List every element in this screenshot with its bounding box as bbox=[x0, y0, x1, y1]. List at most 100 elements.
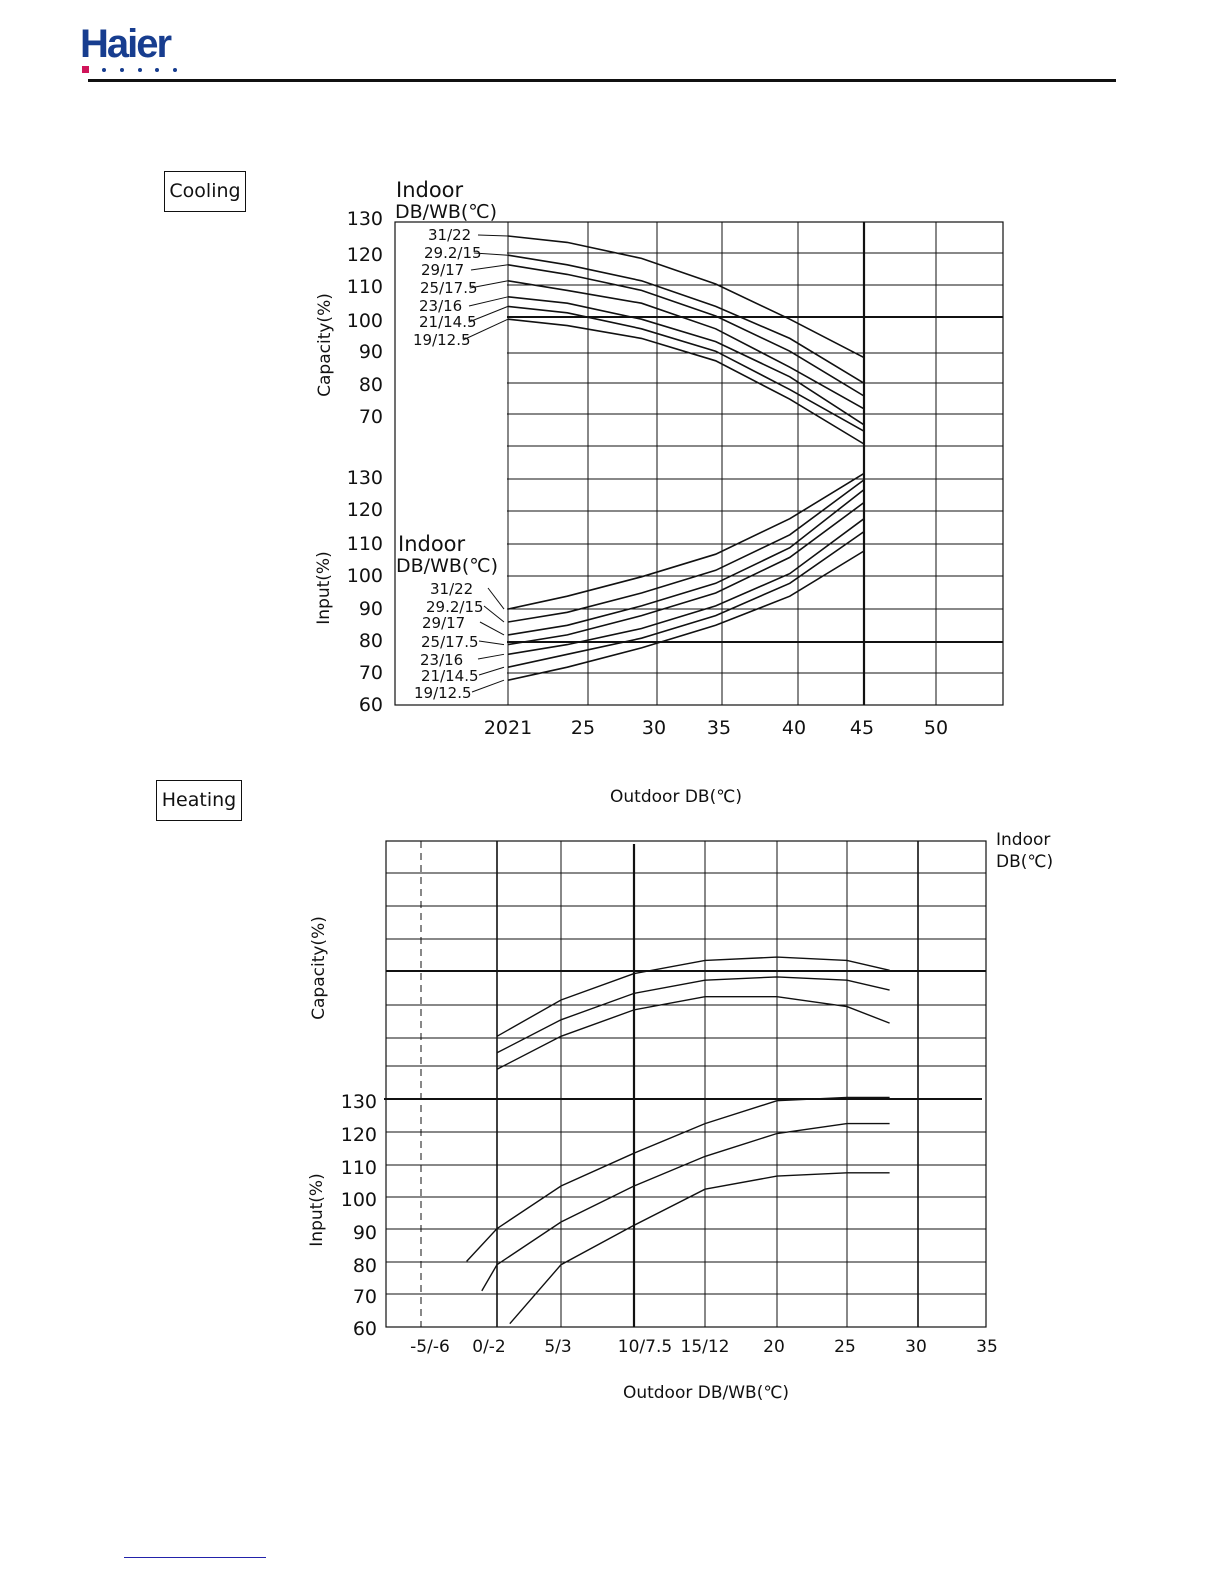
heating-input-tick: 60 bbox=[353, 1318, 377, 1340]
cooling-capacity-leader bbox=[477, 234, 509, 237]
heating-x-tick: 35 bbox=[976, 1337, 998, 1357]
cooling-input-series-label: 25/17.5 bbox=[421, 633, 479, 651]
cooling-x-tick: 30 bbox=[642, 717, 666, 739]
heating-x-tick: 25 bbox=[834, 1337, 856, 1357]
cooling-capacity-leader bbox=[469, 280, 509, 289]
cooling-input-tick: 130 bbox=[347, 467, 383, 489]
cooling-capacity-series-line bbox=[507, 280, 865, 410]
cooling-input-leader bbox=[471, 679, 505, 693]
heating-x-tick: -5/-6 bbox=[410, 1337, 450, 1357]
cooling-input-leader bbox=[483, 605, 505, 623]
brand-name: Haier bbox=[80, 22, 172, 66]
cooling-capacity-series-line bbox=[507, 264, 865, 397]
cooling-input-leader bbox=[479, 621, 505, 636]
cooling-x-tick: 50 bbox=[924, 717, 948, 739]
cooling-input-leader bbox=[487, 587, 505, 610]
cooling-capacity-tick: 70 bbox=[359, 406, 383, 428]
cooling-input-indoor-unit: DB/WB(℃) bbox=[396, 555, 498, 577]
logo-dots bbox=[82, 66, 177, 73]
heating-chart: 130 120 110 100 90 80 70 60 -5/-6 0/-2 5/3 10/7.5 15… bbox=[307, 830, 1053, 1403]
footer-rule bbox=[124, 1557, 266, 1558]
heating-x-tick: 15/12 bbox=[681, 1337, 730, 1357]
heating-input-tick: 120 bbox=[341, 1124, 377, 1146]
cooling-capacity-tick: 90 bbox=[359, 341, 383, 363]
cooling-capacity-series-line bbox=[507, 305, 865, 432]
heating-plot-frame bbox=[385, 840, 987, 1328]
haier-logo: Haier bbox=[80, 22, 177, 73]
heating-capacity-series-line bbox=[496, 956, 890, 1037]
heating-label: Heating bbox=[156, 780, 242, 821]
cooling-label: Cooling bbox=[164, 171, 246, 212]
cooling-x-tick: 40 bbox=[782, 717, 806, 739]
heating-input-ylabel: Input(%) bbox=[307, 1173, 327, 1246]
cooling-input-series-label: 29/17 bbox=[422, 614, 465, 632]
heating-input-tick: 80 bbox=[353, 1255, 377, 1277]
heating-x-tick: 0/-2 bbox=[472, 1337, 506, 1357]
cooling-input-series-line bbox=[507, 501, 865, 646]
cooling-capacity-tick: 110 bbox=[347, 276, 383, 298]
cooling-x-tick: 35 bbox=[707, 717, 731, 739]
cooling-input-indoor-title: Indoor bbox=[398, 532, 466, 556]
cooling-capacity-series-label: 25/17.5 bbox=[420, 279, 478, 297]
cooling-chart: 130 120 110 100 90 80 70 130 120 110 100 90 80 70 60 20… bbox=[314, 178, 1004, 807]
cooling-input-leader bbox=[477, 653, 505, 660]
cooling-capacity-series-label: 29/17 bbox=[421, 261, 464, 279]
heating-capacity-series-line bbox=[496, 976, 890, 1054]
heating-indoor-unit: DB(℃) bbox=[996, 852, 1053, 872]
cooling-input-series-label: 19/12.5 bbox=[414, 684, 472, 702]
cooling-capacity-tick: 80 bbox=[359, 374, 383, 396]
cooling-capacity-series-label: 19/12.5 bbox=[413, 331, 471, 349]
heating-input-series-line bbox=[466, 1096, 890, 1262]
heating-input-series-line bbox=[509, 1172, 890, 1325]
heating-x-tick: 5/3 bbox=[544, 1337, 571, 1357]
heating-xlabel: Outdoor DB/WB(℃) bbox=[623, 1383, 789, 1403]
cooling-capacity-leader bbox=[468, 296, 509, 307]
cooling-input-tick: 90 bbox=[359, 598, 383, 620]
cooling-capacity-series-line bbox=[507, 235, 865, 359]
heating-x-tick: 10/7.5 bbox=[618, 1337, 672, 1357]
cooling-capacity-leader bbox=[473, 252, 509, 256]
cooling-indoor-title: Indoor bbox=[396, 178, 464, 202]
heating-input-series-line bbox=[481, 1122, 890, 1292]
cooling-x-tick: 21 bbox=[508, 717, 532, 739]
cooling-capacity-tick: 100 bbox=[347, 310, 383, 332]
cooling-input-series-line bbox=[507, 488, 865, 636]
cooling-capacity-tick: 130 bbox=[347, 208, 383, 230]
cooling-input-tick: 120 bbox=[347, 499, 383, 521]
heating-input-tick: 110 bbox=[341, 1157, 377, 1179]
heating-x-tick: 20 bbox=[763, 1337, 785, 1357]
cooling-capacity-series-label: 21/14.5 bbox=[419, 313, 477, 331]
cooling-capacity-series-line bbox=[507, 296, 865, 426]
heating-capacity-series-line bbox=[496, 996, 890, 1070]
cooling-input-series-line bbox=[507, 550, 865, 681]
heating-indoor-title: Indoor bbox=[996, 830, 1050, 850]
heating-input-tick: 130 bbox=[341, 1091, 377, 1113]
heating-capacity-ylabel: Capacity(%) bbox=[309, 916, 329, 1020]
cooling-input-tick: 60 bbox=[359, 694, 383, 716]
cooling-input-series-line bbox=[507, 479, 865, 623]
cooling-x-tick: 25 bbox=[571, 717, 595, 739]
cooling-input-tick: 100 bbox=[347, 565, 383, 587]
cooling-capacity-leader bbox=[468, 305, 509, 323]
cooling-input-series-line bbox=[507, 530, 865, 668]
cooling-capacity-series-label: 31/22 bbox=[428, 226, 471, 244]
heating-input-tick: 90 bbox=[353, 1222, 377, 1244]
cooling-capacity-tick: 120 bbox=[347, 244, 383, 266]
cooling-capacity-leader bbox=[462, 318, 509, 341]
cooling-capacity-series-line bbox=[507, 254, 865, 384]
header-rule bbox=[88, 79, 1116, 82]
cooling-input-tick: 70 bbox=[359, 662, 383, 684]
cooling-input-tick: 80 bbox=[359, 630, 383, 652]
cooling-input-series-label: 31/22 bbox=[430, 580, 473, 598]
cooling-capacity-series-line bbox=[507, 318, 865, 445]
heating-x-tick: 30 bbox=[905, 1337, 927, 1357]
cooling-input-series-label: 29.2/15 bbox=[426, 598, 484, 616]
heating-input-tick: 70 bbox=[353, 1286, 377, 1308]
cooling-x-tick: 20 bbox=[484, 717, 508, 739]
cooling-input-leader bbox=[478, 640, 505, 646]
heating-input-tick: 100 bbox=[341, 1189, 377, 1211]
cooling-input-leader bbox=[478, 666, 505, 676]
cooling-capacity-ylabel: Capacity(%) bbox=[315, 293, 335, 397]
cooling-input-tick: 110 bbox=[347, 533, 383, 555]
cooling-plot-frame bbox=[394, 221, 1004, 706]
